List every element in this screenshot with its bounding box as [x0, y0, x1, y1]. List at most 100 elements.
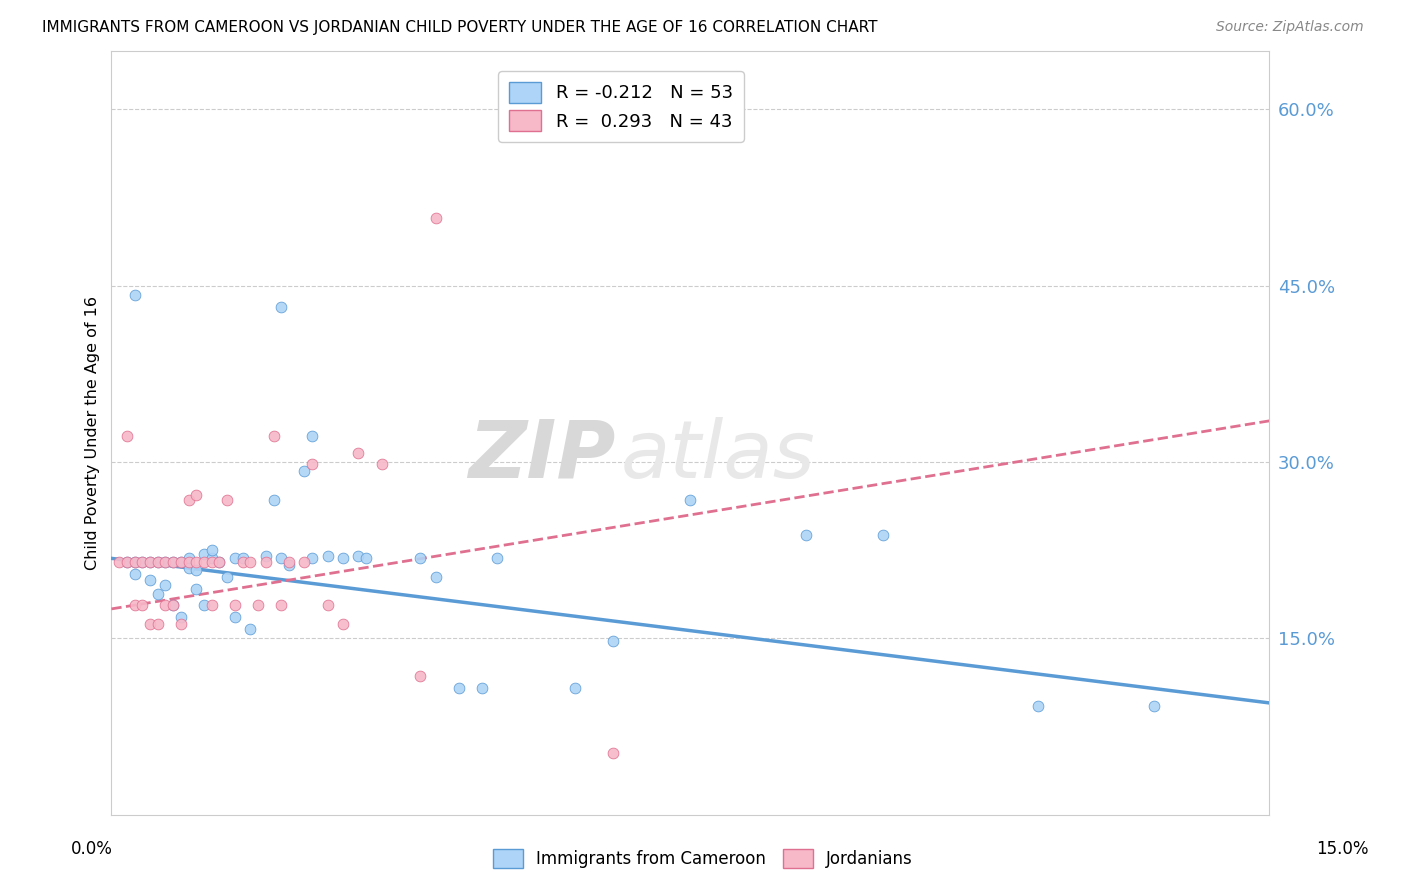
Point	[872, 528, 894, 542]
Point	[425, 570, 447, 584]
Point	[486, 551, 509, 566]
Y-axis label: Child Poverty Under the Age of 16: Child Poverty Under the Age of 16	[86, 295, 100, 570]
Point	[370, 458, 392, 472]
Text: 0.0%: 0.0%	[70, 840, 112, 858]
Point	[170, 555, 193, 569]
Point	[170, 610, 193, 624]
Point	[139, 617, 162, 632]
Point	[193, 555, 215, 569]
Point	[278, 558, 301, 573]
Point	[447, 681, 470, 695]
Point	[146, 586, 169, 600]
Point	[224, 599, 246, 613]
Point	[217, 492, 239, 507]
Point	[217, 570, 239, 584]
Point	[332, 617, 354, 632]
Point	[239, 555, 262, 569]
Point	[316, 549, 339, 563]
Point	[602, 747, 624, 761]
Legend: R = -0.212   N = 53, R =  0.293   N = 43: R = -0.212 N = 53, R = 0.293 N = 43	[498, 71, 744, 142]
Point	[146, 617, 169, 632]
Point	[292, 555, 315, 569]
Point	[247, 599, 270, 613]
Point	[347, 445, 370, 459]
Point	[409, 669, 432, 683]
Point	[155, 555, 177, 569]
Point	[224, 610, 246, 624]
Point	[208, 555, 231, 569]
Point	[155, 555, 177, 569]
Point	[270, 599, 292, 613]
Text: atlas: atlas	[621, 417, 815, 494]
Point	[239, 622, 262, 636]
Point	[162, 555, 184, 569]
Point	[254, 549, 277, 563]
Point	[124, 599, 146, 613]
Point	[208, 555, 231, 569]
Point	[263, 492, 285, 507]
Point	[292, 464, 315, 478]
Point	[301, 458, 323, 472]
Point	[162, 599, 184, 613]
Point	[139, 555, 162, 569]
Point	[177, 551, 200, 566]
Point	[115, 555, 138, 569]
Point	[124, 555, 146, 569]
Point	[425, 211, 447, 225]
Point	[1026, 699, 1049, 714]
Point	[177, 492, 200, 507]
Point	[131, 555, 153, 569]
Point	[193, 547, 215, 561]
Point	[354, 551, 377, 566]
Point	[177, 555, 200, 569]
Point	[471, 681, 494, 695]
Text: IMMIGRANTS FROM CAMEROON VS JORDANIAN CHILD POVERTY UNDER THE AGE OF 16 CORRELAT: IMMIGRANTS FROM CAMEROON VS JORDANIAN CH…	[42, 20, 877, 35]
Point	[224, 551, 246, 566]
Point	[108, 555, 131, 569]
Point	[193, 599, 215, 613]
Point	[332, 551, 354, 566]
Point	[177, 561, 200, 575]
Point	[254, 555, 277, 569]
Text: ZIP: ZIP	[468, 417, 614, 494]
Point	[270, 300, 292, 314]
Point	[186, 555, 208, 569]
Point	[124, 555, 146, 569]
Point	[139, 573, 162, 587]
Point	[162, 555, 184, 569]
Point	[124, 288, 146, 302]
Point	[139, 555, 162, 569]
Point	[201, 555, 224, 569]
Point	[162, 599, 184, 613]
Point	[186, 582, 208, 596]
Point	[131, 599, 153, 613]
Text: Source: ZipAtlas.com: Source: ZipAtlas.com	[1216, 20, 1364, 34]
Point	[170, 617, 193, 632]
Point	[278, 555, 301, 569]
Point	[232, 555, 254, 569]
Text: 15.0%: 15.0%	[1316, 840, 1369, 858]
Point	[270, 551, 292, 566]
Point	[679, 492, 702, 507]
Point	[186, 488, 208, 502]
Point	[301, 429, 323, 443]
Point	[155, 599, 177, 613]
Point	[301, 551, 323, 566]
Point	[602, 633, 624, 648]
Point	[170, 555, 193, 569]
Point	[146, 555, 169, 569]
Point	[131, 555, 153, 569]
Point	[155, 578, 177, 592]
Point	[316, 599, 339, 613]
Point	[794, 528, 817, 542]
Point	[124, 566, 146, 581]
Point	[1142, 699, 1164, 714]
Point	[201, 599, 224, 613]
Point	[146, 555, 169, 569]
Point	[115, 555, 138, 569]
Point	[232, 551, 254, 566]
Point	[201, 551, 224, 566]
Point	[115, 429, 138, 443]
Point	[201, 543, 224, 558]
Legend: Immigrants from Cameroon, Jordanians: Immigrants from Cameroon, Jordanians	[486, 842, 920, 875]
